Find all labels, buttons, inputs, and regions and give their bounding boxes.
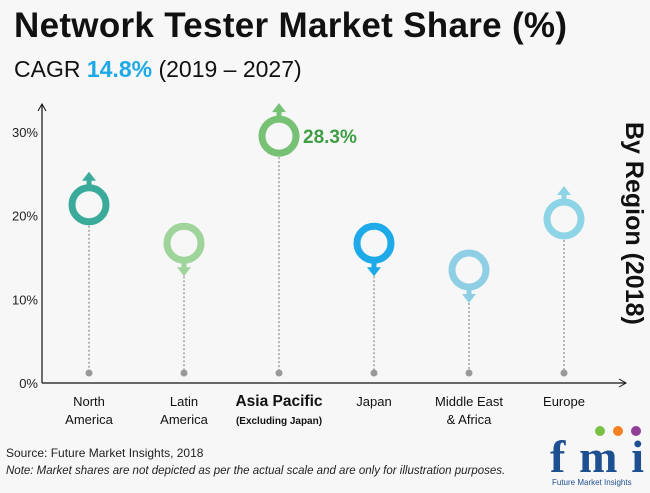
data-point (163, 222, 205, 377)
region-label: By Region (2018) (620, 121, 648, 325)
x-tick-label: Asia Pacific (235, 393, 322, 410)
y-tick-label: 10% (12, 292, 38, 307)
cagr-value: 14.8% (86, 56, 153, 82)
value-label: 28.3% (303, 127, 357, 148)
arrow-down-icon (177, 267, 191, 277)
arrow-down-icon (462, 294, 476, 304)
arrow-up-icon (557, 185, 571, 195)
x-tick-label-line2: America (65, 412, 113, 427)
data-point (543, 185, 585, 377)
x-tick-label-line2: (Excluding Japan) (236, 416, 322, 427)
ring-marker (448, 249, 490, 291)
ring-marker (68, 184, 110, 226)
x-axis-arrow (618, 378, 628, 388)
cagr-prefix: CAGR (14, 56, 81, 82)
base-dot (180, 369, 188, 377)
cagr-subtitle: CAGR 14.8% (2019 – 2027) (14, 56, 302, 83)
data-point (353, 222, 395, 377)
source-text: Source: Future Market Insights, 2018 (6, 446, 204, 460)
arrow-up-icon (272, 103, 286, 113)
x-tick-label: North (73, 394, 105, 409)
x-tick-label: Europe (543, 394, 585, 409)
svg-text:fmi: fmi (550, 431, 644, 482)
data-point: 28.3% (258, 103, 357, 377)
y-tick-label: 0% (19, 376, 38, 391)
base-dot (560, 369, 568, 377)
y-tick-label: 20% (12, 209, 38, 224)
base-dot (85, 369, 93, 377)
x-tick-label: Japan (356, 394, 391, 409)
fmi-logo: fmi Future Market Insights (548, 422, 646, 488)
chart-title: Network Tester Market Share (%) (14, 6, 568, 45)
x-tick-label-line2: America (160, 412, 208, 427)
base-dot (275, 369, 283, 377)
ring-marker (353, 222, 395, 264)
data-point (448, 249, 490, 377)
base-dot (465, 369, 473, 377)
arrow-up-icon (82, 171, 96, 181)
base-dot (370, 369, 378, 377)
ring-marker (258, 115, 300, 157)
y-tick-label: 30% (12, 125, 38, 140)
logo-subtext: Future Market Insights (552, 478, 632, 487)
ring-marker (163, 222, 205, 264)
x-tick-label: Middle East (435, 394, 503, 409)
ring-marker (543, 198, 585, 240)
data-point (68, 171, 110, 377)
note-text: Note: Market shares are not depicted as … (6, 465, 506, 477)
x-tick-label-line2: & Africa (447, 412, 493, 427)
cagr-period: (2019 – 2027) (158, 56, 302, 82)
x-tick-label: Latin (170, 394, 198, 409)
arrow-down-icon (367, 267, 381, 277)
y-axis-arrow (37, 102, 47, 112)
